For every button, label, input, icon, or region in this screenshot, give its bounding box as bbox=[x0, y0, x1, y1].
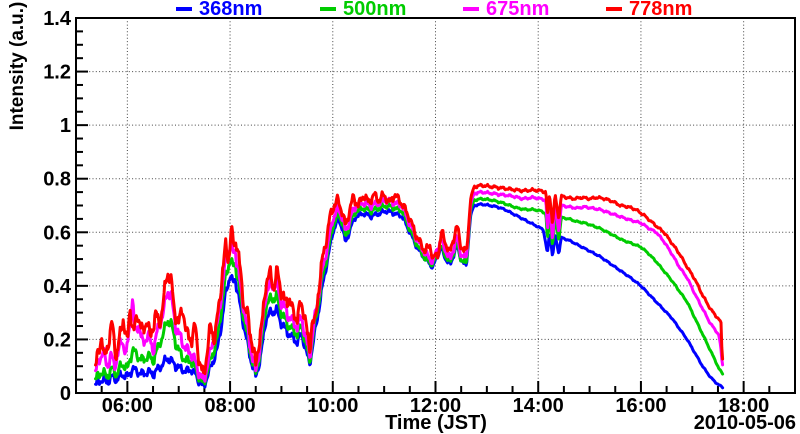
x-tick-label: 12:00 bbox=[410, 395, 461, 417]
legend-label-675nm: 675nm bbox=[486, 0, 550, 20]
series-368nm-line bbox=[94, 202, 725, 390]
x-tick-label: 18:00 bbox=[718, 395, 769, 417]
x-axis-title: Time (JST) bbox=[385, 412, 487, 434]
legend-swatch-778nm bbox=[606, 7, 622, 11]
legend-label-368nm: 368nm bbox=[199, 0, 263, 20]
legend-item-500nm: 500nm bbox=[320, 0, 407, 20]
chart-legend: 368nm 500nm 675nm 778nm bbox=[0, 0, 800, 20]
x-tick-label: 08:00 bbox=[204, 395, 255, 417]
legend-item-675nm: 675nm bbox=[463, 0, 550, 20]
x-tick-label: 06:00 bbox=[102, 395, 153, 417]
plot-frame bbox=[75, 17, 796, 394]
y-tick-label: 0.4 bbox=[43, 276, 72, 298]
x-tick-label: 16:00 bbox=[615, 395, 666, 417]
legend-item-368nm: 368nm bbox=[176, 0, 263, 20]
legend-swatch-500nm bbox=[320, 7, 336, 11]
y-axis-title: Intensity (a.u.) bbox=[7, 1, 28, 131]
y-tick-label: 1 bbox=[60, 115, 71, 137]
legend-label-500nm: 500nm bbox=[343, 0, 407, 20]
x-tick-label: 14:00 bbox=[513, 395, 564, 417]
legend-swatch-675nm bbox=[463, 7, 479, 11]
series-778nm-line bbox=[94, 182, 725, 376]
date-annotation: 2010-05-06 bbox=[693, 412, 796, 434]
y-tick-label: 0.2 bbox=[43, 329, 71, 351]
y-tick-label: 0.6 bbox=[43, 222, 71, 244]
legend-label-778nm: 778nm bbox=[629, 0, 693, 20]
y-tick-label: 1.4 bbox=[43, 8, 72, 30]
y-tick-label: 0.8 bbox=[43, 169, 71, 191]
y-tick-label: 0 bbox=[60, 383, 71, 405]
legend-item-778nm: 778nm bbox=[606, 0, 693, 20]
x-tick-label: 10:00 bbox=[307, 395, 358, 417]
legend-swatch-368nm bbox=[176, 7, 192, 11]
series-675nm-line bbox=[94, 189, 725, 383]
y-tick-label: 1.2 bbox=[43, 62, 71, 84]
